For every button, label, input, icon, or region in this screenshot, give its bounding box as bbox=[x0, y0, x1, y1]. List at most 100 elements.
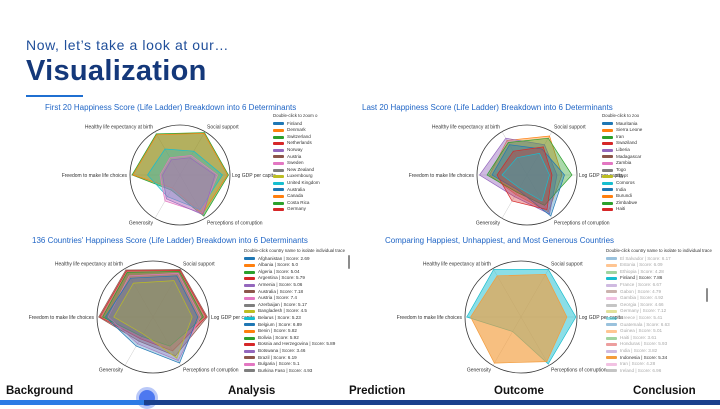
legend-item[interactable]: Mauritania bbox=[602, 121, 642, 128]
legend-item[interactable]: Austria bbox=[273, 154, 320, 161]
legend-last-20[interactable]: Double-click to zoo Mauritania Sierra Leon… bbox=[602, 113, 642, 213]
legend-item[interactable]: Swaziland bbox=[602, 140, 642, 147]
legend-item[interactable]: Finland | Score: 7.86 bbox=[606, 275, 712, 282]
legend-item[interactable]: Norway bbox=[273, 147, 320, 154]
legend-item[interactable]: Austria | Score: 7.4 bbox=[244, 295, 345, 302]
legend-item[interactable]: Gambia | Score: 4.92 bbox=[606, 295, 712, 302]
legend-swatch bbox=[273, 142, 284, 146]
legend-header: Double-click to zoom o bbox=[273, 113, 318, 118]
legend-item[interactable]: France | Score: 6.67 bbox=[606, 282, 712, 289]
legend-swatch bbox=[273, 128, 284, 132]
legend-item[interactable]: United Kingdom bbox=[273, 180, 320, 187]
legend-item[interactable]: Argentina | Score: 5.79 bbox=[244, 275, 345, 282]
radar-trace bbox=[102, 271, 204, 347]
radar-axis-label: Social support bbox=[183, 262, 215, 268]
legend-item[interactable]: Ethiopia | Score: 4.28 bbox=[606, 269, 712, 276]
legend-item[interactable]: Haiti bbox=[602, 206, 642, 213]
legend-scrollbar-comparison[interactable] bbox=[706, 288, 708, 302]
legend-item[interactable]: Belgium | Score: 6.89 bbox=[244, 322, 345, 329]
legend-item[interactable]: Haiti | Score: 3.61 bbox=[606, 335, 712, 342]
legend-item[interactable]: Algeria | Score: 5.04 bbox=[244, 269, 345, 276]
legend-swatch bbox=[244, 336, 255, 340]
legend-item[interactable]: Georgia | Score: 4.66 bbox=[606, 302, 712, 309]
legend-item[interactable]: Costa Rica bbox=[273, 200, 320, 207]
legend-label: Bangladesh | Score: 4.5 bbox=[258, 308, 307, 314]
legend-item[interactable]: Afghanistan | Score: 2.69 bbox=[244, 256, 345, 263]
radar-trace bbox=[501, 152, 550, 202]
legend-first-20[interactable]: Double-click to zoom o Finland Denmark Swit… bbox=[273, 113, 320, 213]
legend-item[interactable]: Egypt bbox=[602, 173, 642, 180]
nav-conclusion[interactable]: Conclusion bbox=[633, 385, 696, 397]
legend-item[interactable]: Brazil | Score: 6.19 bbox=[244, 355, 345, 362]
legend-item[interactable]: India bbox=[602, 187, 642, 194]
radar-chart-comparison[interactable]: Healthy life expectancy at birth Social s… bbox=[397, 254, 623, 378]
legend-item[interactable]: Honduras | Score: 5.93 bbox=[606, 341, 712, 348]
legend-item[interactable]: Albania | Score: 5.0 bbox=[244, 262, 345, 269]
legend-item[interactable]: Canada bbox=[273, 193, 320, 200]
legend-item[interactable]: Togo bbox=[602, 167, 642, 174]
nav-prediction[interactable]: Prediction bbox=[349, 385, 406, 397]
legend-item[interactable]: Liberia bbox=[602, 147, 642, 154]
legend-item[interactable]: Iran | Score: 4.28 bbox=[606, 361, 712, 368]
legend-item[interactable]: Denmark bbox=[273, 127, 320, 134]
legend-swatch bbox=[606, 270, 617, 274]
legend-item[interactable]: Australia bbox=[273, 187, 320, 194]
legend-item[interactable]: Iran bbox=[602, 134, 642, 141]
legend-swatch bbox=[606, 263, 617, 267]
legend-item[interactable]: Sweden bbox=[273, 160, 320, 167]
legend-item[interactable]: Indonesia | Score: 5.34 bbox=[606, 355, 712, 362]
legend-label: Germany | Score: 7.12 bbox=[620, 308, 667, 314]
legend-item[interactable]: Switzerland bbox=[273, 134, 320, 141]
legend-item[interactable]: Australia | Score: 7.18 bbox=[244, 289, 345, 296]
legend-item[interactable]: Germany bbox=[273, 206, 320, 213]
nav-background[interactable]: Background bbox=[6, 385, 74, 397]
legend-label: Liberia bbox=[616, 146, 630, 152]
legend-item[interactable]: Bangladesh | Score: 4.5 bbox=[244, 308, 345, 315]
legend-item[interactable]: Zimbabwe bbox=[602, 200, 642, 207]
legend-item[interactable]: Zambia bbox=[602, 160, 642, 167]
legend-item[interactable]: Bosnia and Herzegovina | Score: 5.89 bbox=[244, 341, 345, 348]
legend-item[interactable]: India | Score: 3.82 bbox=[606, 348, 712, 355]
legend-header: Double-click to zoo bbox=[602, 113, 640, 118]
legend-item[interactable]: El Salvador | Score: 6.17 bbox=[606, 256, 712, 263]
radar-chart-first-20[interactable]: Healthy life expectancy at birth Social s… bbox=[62, 118, 276, 230]
radar-trace bbox=[470, 273, 568, 364]
legend-swatch bbox=[244, 316, 255, 320]
legend-item[interactable]: Comoros bbox=[602, 180, 642, 187]
legend-item[interactable]: Luxembourg bbox=[273, 173, 320, 180]
legend-item[interactable]: Botswana | Score: 3.46 bbox=[244, 348, 345, 355]
nav-outcome[interactable]: Outcome bbox=[494, 385, 544, 397]
legend-item[interactable]: Germany | Score: 7.12 bbox=[606, 308, 712, 315]
legend-item[interactable]: Madagascar bbox=[602, 154, 642, 161]
legend-swatch bbox=[244, 349, 255, 353]
legend-item[interactable]: Estonia | Score: 6.09 bbox=[606, 262, 712, 269]
legend-item[interactable]: Ireland | Score: 6.96 bbox=[606, 368, 712, 375]
radar-chart-last-20[interactable]: Healthy life expectancy at birth Social s… bbox=[409, 118, 623, 230]
legend-item[interactable]: New Zealand bbox=[273, 167, 320, 174]
legend-item[interactable]: Bolivia | Score: 5.92 bbox=[244, 335, 345, 342]
legend-swatch bbox=[606, 329, 617, 333]
legend-item[interactable]: Burkina Faso | Score: 4.93 bbox=[244, 368, 345, 375]
radar-trace bbox=[99, 270, 207, 352]
legend-label: Luxembourg bbox=[287, 173, 313, 179]
legend-item[interactable]: Sierra Leone bbox=[602, 127, 642, 134]
legend-item[interactable]: Bulgaria | Score: 5.1 bbox=[244, 361, 345, 368]
legend-item[interactable]: Azerbaijan | Score: 5.17 bbox=[244, 302, 345, 309]
legend-item[interactable]: Belarus | Score: 5.23 bbox=[244, 315, 345, 322]
legend-item[interactable]: Greece | Score: 5.41 bbox=[606, 315, 712, 322]
legend-item[interactable]: Armenia | Score: 5.06 bbox=[244, 282, 345, 289]
legend-item[interactable]: Netherlands bbox=[273, 140, 320, 147]
legend-item[interactable]: Gabon | Score: 4.79 bbox=[606, 289, 712, 296]
legend-item[interactable]: Benin | Score: 5.82 bbox=[244, 328, 345, 335]
legend-136-countries[interactable]: Double-click country name to isolate ind… bbox=[244, 248, 345, 374]
legend-item[interactable]: Burundi bbox=[602, 193, 642, 200]
legend-item[interactable]: Guinea | Score: 5.01 bbox=[606, 328, 712, 335]
radar-axis-label: Freedom to make life choices bbox=[62, 173, 128, 179]
nav-analysis[interactable]: Analysis bbox=[228, 385, 276, 397]
legend-item[interactable]: Finland bbox=[273, 121, 320, 128]
radar-trace bbox=[113, 280, 193, 359]
legend-item[interactable]: Guatemala | Score: 6.63 bbox=[606, 322, 712, 329]
legend-scrollbar-136[interactable] bbox=[348, 255, 350, 269]
legend-comparison[interactable]: Double-click country name to isolate to … bbox=[606, 248, 712, 374]
radar-chart-136-countries[interactable]: Healthy life expectancy at birth Social s… bbox=[29, 254, 255, 378]
